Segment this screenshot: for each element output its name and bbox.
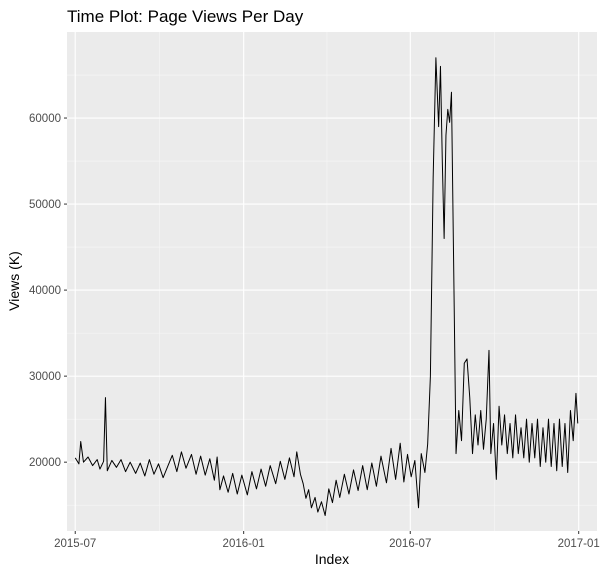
y-axis: 20000 30000 40000 50000 60000 <box>29 113 67 469</box>
plot-panel <box>67 32 597 531</box>
series-line-0 <box>74 57 579 517</box>
x-tick-label-2016-01: 2016-01 <box>223 538 265 550</box>
x-tick-label-2015-07: 2015-07 <box>54 538 96 550</box>
major-gridlines <box>67 32 597 531</box>
x-axis: 2015-07 2016-01 2016-07 2017-01 <box>54 531 600 550</box>
series-layer <box>74 57 579 517</box>
y-tick-label-20000: 20000 <box>29 457 61 469</box>
x-tick-label-2017-01: 2017-01 <box>558 538 600 550</box>
chart-title: Time Plot: Page Views Per Day <box>67 7 304 26</box>
y-tick-label-40000: 40000 <box>29 285 61 297</box>
x-tick-label-2016-07: 2016-07 <box>389 538 431 550</box>
minor-gridlines <box>67 32 597 531</box>
y-tick-label-60000: 60000 <box>29 113 61 125</box>
y-tick-label-30000: 30000 <box>29 371 61 383</box>
x-axis-title: Index <box>315 551 349 567</box>
y-tick-label-50000: 50000 <box>29 199 61 211</box>
y-axis-title: Views (K) <box>6 251 22 311</box>
